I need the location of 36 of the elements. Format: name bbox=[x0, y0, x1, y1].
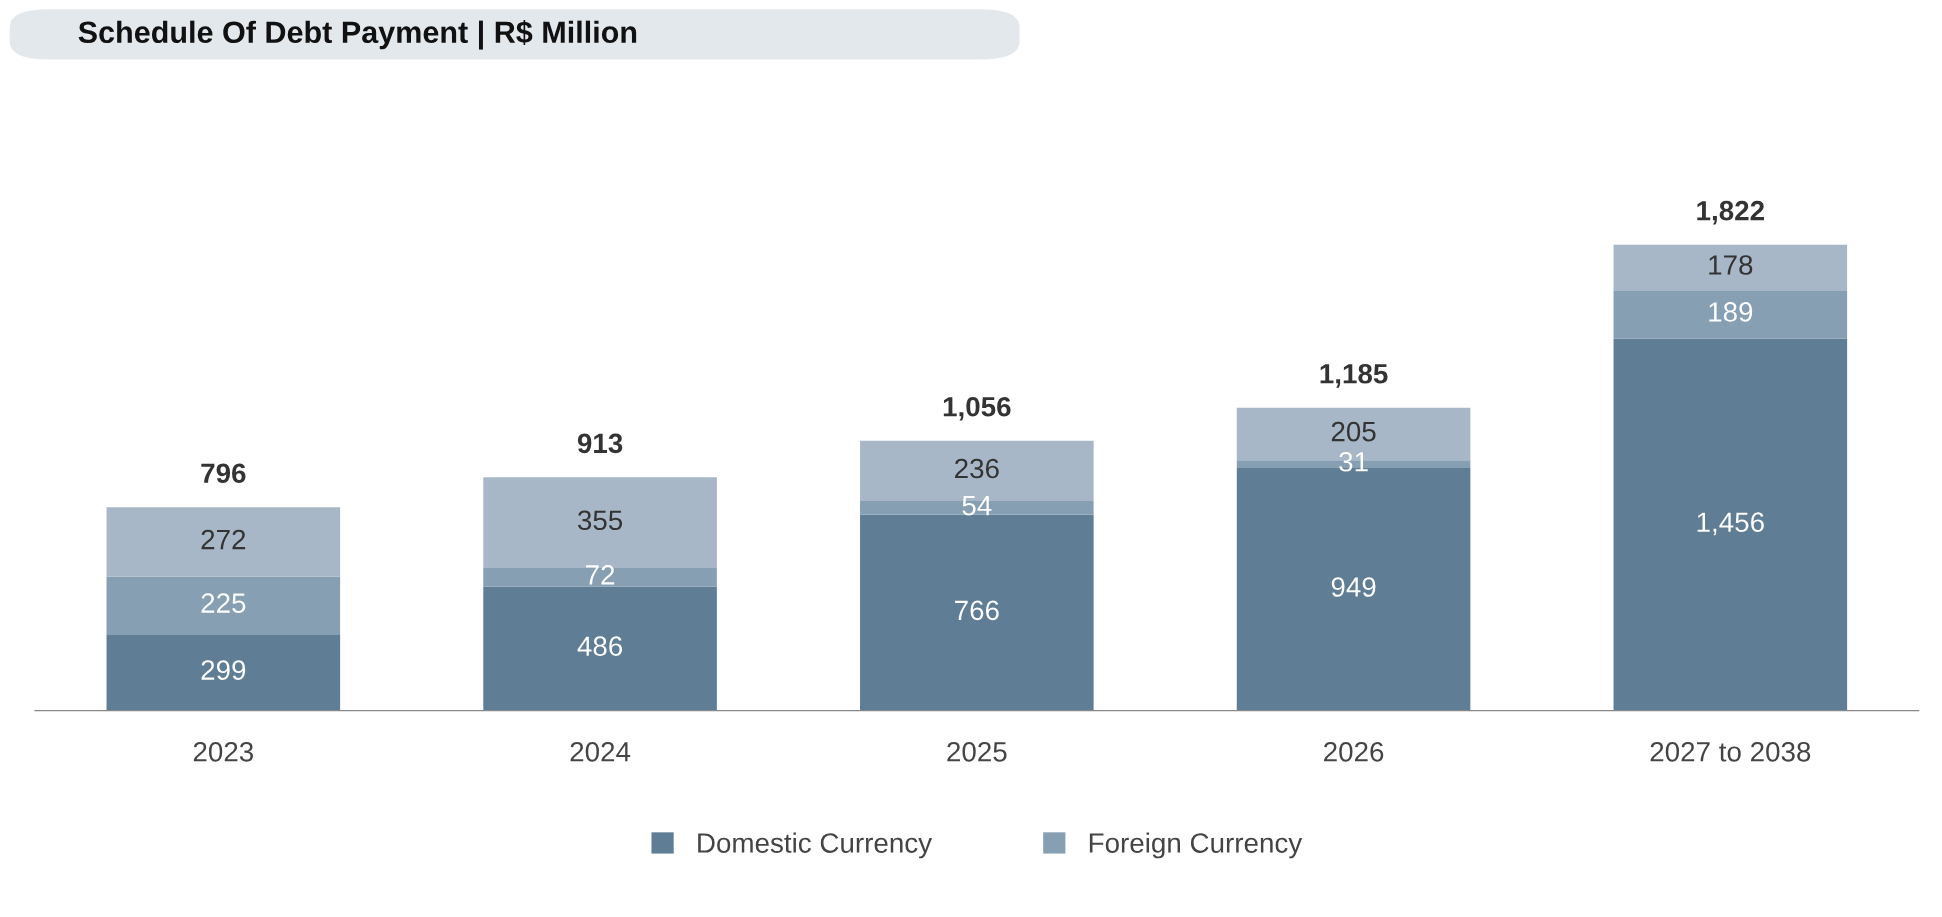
data-label: 54 bbox=[962, 496, 992, 516]
x-tick-label: 2026 bbox=[1324, 741, 1384, 762]
legend-label: Foreign Currency bbox=[1089, 832, 1303, 859]
data-label: 225 bbox=[201, 593, 246, 613]
chart-title: Schedule Of Debt Payment | R$ Million bbox=[78, 20, 637, 50]
bar bbox=[1613, 290, 1848, 339]
bar bbox=[106, 507, 341, 577]
bar bbox=[483, 586, 717, 711]
total-label: 1,185 bbox=[1320, 363, 1388, 388]
x-tick-label: 2027 to 2038 bbox=[1650, 741, 1811, 762]
x-tick-label: 2023 bbox=[193, 741, 254, 762]
data-label: 236 bbox=[955, 458, 999, 479]
data-label: 31 bbox=[1339, 451, 1368, 472]
data-label: 355 bbox=[577, 510, 623, 531]
bar bbox=[1613, 338, 1848, 711]
bar bbox=[1613, 244, 1848, 291]
bar bbox=[106, 576, 341, 635]
total-label: 913 bbox=[577, 433, 623, 454]
total-label: 1,822 bbox=[1697, 200, 1764, 225]
data-label: 272 bbox=[201, 529, 246, 550]
data-label: 949 bbox=[1331, 577, 1376, 597]
data-label: 766 bbox=[955, 600, 999, 621]
data-label: 299 bbox=[201, 660, 246, 680]
data-label: 189 bbox=[1709, 302, 1753, 322]
data-label: 72 bbox=[586, 565, 615, 585]
data-label: 1,456 bbox=[1697, 512, 1764, 536]
x-tick-label: 2025 bbox=[947, 741, 1007, 762]
total-label: 796 bbox=[201, 463, 246, 484]
data-label: 178 bbox=[1709, 255, 1753, 275]
bar bbox=[860, 514, 1094, 711]
x-tick-label: 2024 bbox=[570, 741, 631, 762]
data-label: 486 bbox=[577, 636, 623, 657]
legend-label: Domestic Currency bbox=[698, 832, 933, 859]
total-label: 1,056 bbox=[943, 396, 1011, 421]
data-label: 205 bbox=[1331, 421, 1376, 442]
bar bbox=[106, 634, 341, 711]
